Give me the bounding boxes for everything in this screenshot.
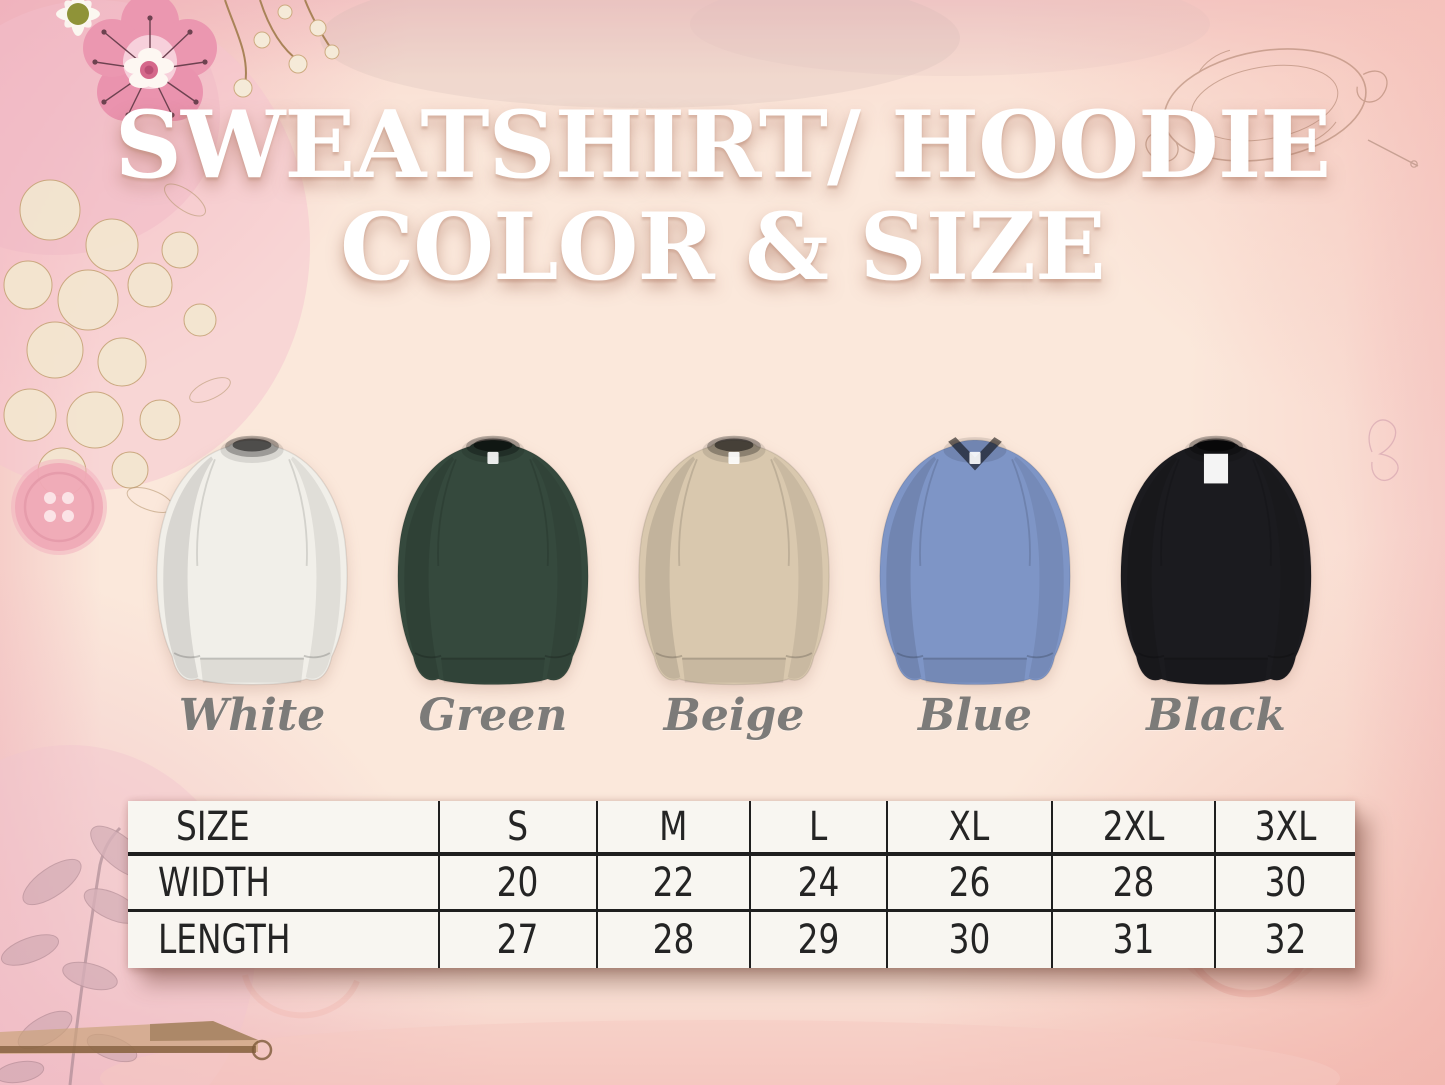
colorway-gallery: White Green Beige Blue Black <box>138 413 1330 741</box>
col-header-s: S <box>439 801 598 856</box>
title-line-1: SWEATSHIRT/ HOODIE <box>114 90 1331 199</box>
page-title: SWEATSHIRT/ HOODIE COLOR & SIZE <box>0 90 1445 302</box>
sweatshirt-image-beige <box>637 434 831 686</box>
colorway-green: Green <box>379 413 607 741</box>
colorway-label: Blue <box>918 690 1032 741</box>
length-m: 28 <box>598 912 752 968</box>
col-header-l: L <box>751 801 888 856</box>
pink-button <box>11 459 107 555</box>
colorway-label: White <box>178 690 326 741</box>
row-header-length: LENGTH <box>128 912 440 968</box>
colorway-blue: Blue <box>861 413 1089 741</box>
length-2xl: 31 <box>1053 912 1217 968</box>
butterfly-sketch <box>1368 419 1399 481</box>
colorway-label: Beige <box>663 690 805 741</box>
width-2xl: 28 <box>1053 856 1217 912</box>
width-s: 20 <box>439 856 598 912</box>
width-xl: 26 <box>887 856 1054 912</box>
title-line-2: COLOR & SIZE <box>340 192 1106 302</box>
col-header-3xl: 3XL <box>1216 801 1355 856</box>
length-l: 29 <box>751 912 888 968</box>
row-header-width: WIDTH <box>128 856 440 912</box>
length-3xl: 32 <box>1264 917 1307 963</box>
sweatshirt-image-blue <box>878 434 1072 686</box>
size-chart-table: SIZE S M L XL 2XL 3XL WIDTH 20 22 24 26 … <box>128 801 1355 968</box>
col-header-xl: XL <box>887 801 1054 856</box>
width-m: 22 <box>597 856 752 912</box>
pencil-decoration <box>0 1021 273 1061</box>
colorway-label: Green <box>418 690 568 741</box>
col-header-m: M <box>597 801 752 856</box>
width-3xl: 30 <box>1216 856 1355 912</box>
colorway-black: Black <box>1102 413 1330 741</box>
col-header-size: SIZE <box>128 801 440 856</box>
colorway-label: Black <box>1146 690 1286 741</box>
width-l: 24 <box>751 856 888 912</box>
sweatshirt-image-green <box>396 434 590 686</box>
colorway-beige: Beige <box>620 413 848 741</box>
top-sprigs <box>224 0 340 98</box>
col-header-2xl: 2XL <box>1053 801 1217 856</box>
sweatshirt-image-black <box>1119 434 1313 686</box>
colorway-white: White <box>138 413 366 741</box>
sweatshirt-image-white <box>155 434 349 686</box>
length-xl: 30 <box>888 912 1054 968</box>
length-s: 27 <box>440 912 598 968</box>
